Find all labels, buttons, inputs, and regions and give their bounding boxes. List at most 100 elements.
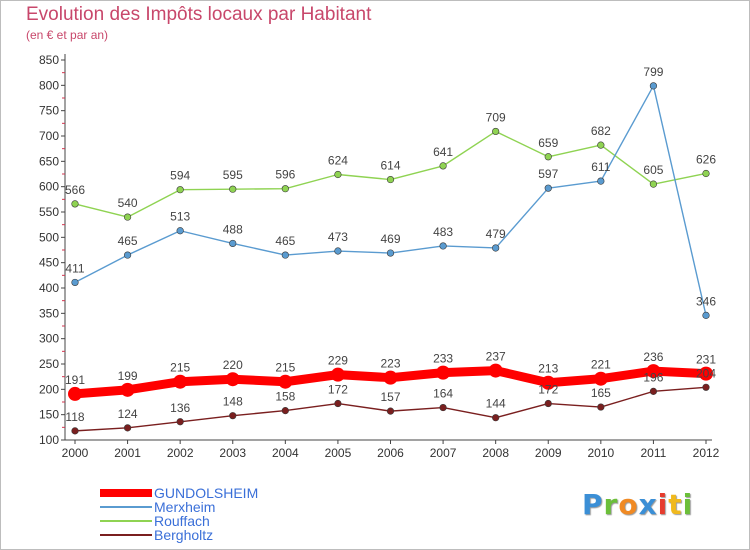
y-tick-label: 400 bbox=[39, 281, 59, 295]
data-label: 469 bbox=[380, 232, 400, 246]
data-label: 172 bbox=[328, 383, 348, 397]
data-point bbox=[492, 244, 500, 252]
data-point bbox=[334, 170, 342, 179]
data-label: 237 bbox=[486, 350, 506, 364]
y-tick-label: 200 bbox=[39, 382, 59, 396]
x-tick-label: 2005 bbox=[325, 446, 352, 460]
data-label: 626 bbox=[696, 152, 716, 166]
data-label: 611 bbox=[591, 160, 610, 174]
y-tick-label: 450 bbox=[39, 256, 59, 270]
x-tick-label: 2003 bbox=[219, 446, 246, 460]
y-tick-label: 250 bbox=[39, 357, 59, 371]
data-point bbox=[123, 251, 132, 259]
data-label: 597 bbox=[538, 167, 558, 181]
x-tick-label: 2002 bbox=[167, 446, 194, 460]
data-label: 229 bbox=[328, 354, 348, 368]
data-point bbox=[68, 386, 82, 401]
data-point bbox=[281, 185, 289, 193]
data-point bbox=[544, 184, 552, 192]
data-label: 172 bbox=[538, 383, 558, 397]
data-point bbox=[173, 374, 188, 389]
data-point bbox=[71, 200, 79, 208]
data-point bbox=[383, 370, 398, 385]
logo-letter: i bbox=[682, 488, 694, 521]
x-tick-label: 2004 bbox=[272, 446, 299, 460]
data-label: 196 bbox=[643, 370, 663, 384]
x-tick-label: 2010 bbox=[587, 446, 614, 460]
data-label: 220 bbox=[223, 358, 243, 372]
data-label: 231 bbox=[696, 353, 716, 367]
y-tick-label: 550 bbox=[39, 205, 59, 219]
data-label: 215 bbox=[275, 361, 295, 375]
data-label: 213 bbox=[538, 362, 558, 376]
data-label: 346 bbox=[696, 294, 716, 308]
data-point bbox=[646, 364, 661, 379]
data-point bbox=[123, 213, 132, 221]
data-label: 215 bbox=[170, 361, 190, 375]
data-label: 158 bbox=[275, 390, 295, 404]
logo-letter: t bbox=[668, 488, 683, 521]
data-label: 483 bbox=[433, 225, 453, 239]
logo-letter: r bbox=[603, 488, 619, 521]
data-point bbox=[330, 367, 345, 382]
data-point bbox=[225, 372, 240, 387]
logo-letter: P bbox=[582, 488, 604, 521]
data-point bbox=[123, 424, 132, 432]
data-point bbox=[229, 185, 237, 193]
data-label: 473 bbox=[328, 230, 348, 244]
data-point bbox=[386, 175, 395, 184]
data-point bbox=[544, 153, 552, 161]
data-point bbox=[71, 278, 79, 287]
y-tick-label: 150 bbox=[39, 408, 59, 422]
data-label: 596 bbox=[275, 168, 295, 182]
data-point bbox=[71, 427, 79, 435]
data-point bbox=[439, 242, 447, 250]
y-tick-label: 850 bbox=[39, 53, 59, 67]
chart-subtitle: (en € et par an) bbox=[26, 28, 109, 42]
data-label: 465 bbox=[275, 234, 295, 248]
y-tick-label: 800 bbox=[39, 78, 59, 92]
data-label: 614 bbox=[380, 159, 400, 173]
data-point bbox=[176, 418, 184, 426]
data-label: 624 bbox=[328, 154, 348, 168]
y-tick-label: 500 bbox=[39, 230, 59, 244]
data-label: 709 bbox=[486, 110, 506, 124]
y-tick-label: 350 bbox=[39, 306, 59, 320]
data-label: 124 bbox=[118, 407, 138, 421]
data-point bbox=[702, 383, 710, 391]
data-point bbox=[597, 177, 605, 185]
x-tick-label: 2011 bbox=[641, 446, 667, 460]
data-point bbox=[492, 414, 500, 422]
x-tick-label: 2009 bbox=[535, 446, 562, 460]
data-point bbox=[544, 399, 552, 408]
x-tick-label: 2008 bbox=[482, 446, 509, 460]
data-label: 191 bbox=[65, 373, 85, 387]
data-point bbox=[436, 365, 451, 380]
logo-letter: o bbox=[618, 488, 639, 521]
data-label: 641 bbox=[433, 145, 453, 159]
x-tick-label: 2006 bbox=[377, 446, 404, 460]
data-point bbox=[386, 407, 395, 415]
data-point bbox=[278, 374, 293, 389]
data-point bbox=[649, 82, 658, 90]
data-label: 236 bbox=[643, 350, 663, 364]
data-point bbox=[439, 162, 447, 170]
data-label: 164 bbox=[433, 387, 453, 401]
legend-label: Rouffach bbox=[154, 513, 210, 529]
data-label: 199 bbox=[118, 369, 138, 383]
data-label: 157 bbox=[380, 390, 400, 404]
data-point bbox=[439, 403, 447, 412]
legend-swatch bbox=[100, 489, 152, 497]
legend-swatch bbox=[100, 534, 152, 536]
y-tick-label: 100 bbox=[39, 433, 59, 447]
chart-title: Evolution des Impôts locaux par Habitant bbox=[26, 4, 372, 25]
data-label: 465 bbox=[118, 234, 138, 248]
data-point bbox=[597, 403, 605, 411]
x-tick-label: 2012 bbox=[693, 446, 720, 460]
x-tick-label: 2001 bbox=[114, 446, 141, 460]
data-point bbox=[699, 366, 713, 381]
data-point bbox=[334, 399, 342, 408]
data-label: 411 bbox=[65, 261, 84, 275]
data-label: 682 bbox=[591, 124, 611, 138]
